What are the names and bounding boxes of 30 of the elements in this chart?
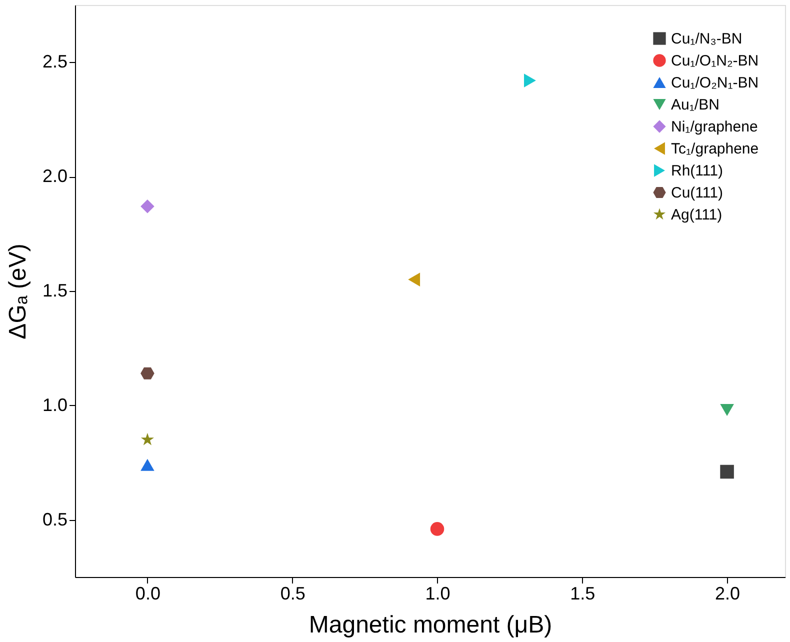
point [140, 432, 154, 446]
x-tick-label: 1.5 [570, 584, 596, 604]
x-tick-label: 2.0 [715, 584, 740, 604]
y-tick-label: 2.5 [42, 52, 68, 72]
point [140, 458, 154, 471]
x-tick-label: 1.0 [425, 584, 450, 604]
legend-label: Au₁/BN [671, 96, 720, 114]
y-tick-label: 0.5 [42, 509, 68, 530]
x-tick-label: 0.5 [280, 584, 306, 604]
point [140, 199, 154, 214]
y-tick-label: 1.5 [42, 280, 68, 300]
point [408, 272, 420, 286]
point [720, 464, 734, 479]
legend-label: Ag(111) [671, 206, 722, 224]
x-tick-label: 0.0 [135, 584, 160, 604]
legend-label: Rh(111) [671, 162, 723, 180]
legend-label: Cu₁/O₂N₁-BN [671, 74, 759, 92]
point [524, 74, 536, 88]
point [140, 367, 154, 380]
legend-label: Tc₁/graphene [671, 140, 759, 158]
y-axis-title: ΔGₐ (eV) [4, 244, 32, 340]
legend-label: Cu₁/N₃-BN [671, 30, 742, 48]
y-tick-label: 1.0 [42, 394, 68, 415]
x-axis-title: Magnetic moment (μB) [308, 612, 552, 638]
legend-label: Cu₁/O₁N₂-BN [671, 52, 759, 70]
y-tick-label: 2.0 [42, 166, 68, 186]
point [430, 522, 444, 536]
legend-label: Cu(111) [671, 184, 723, 202]
legend-label: Ni₁/graphene [671, 118, 758, 136]
point [720, 404, 734, 416]
